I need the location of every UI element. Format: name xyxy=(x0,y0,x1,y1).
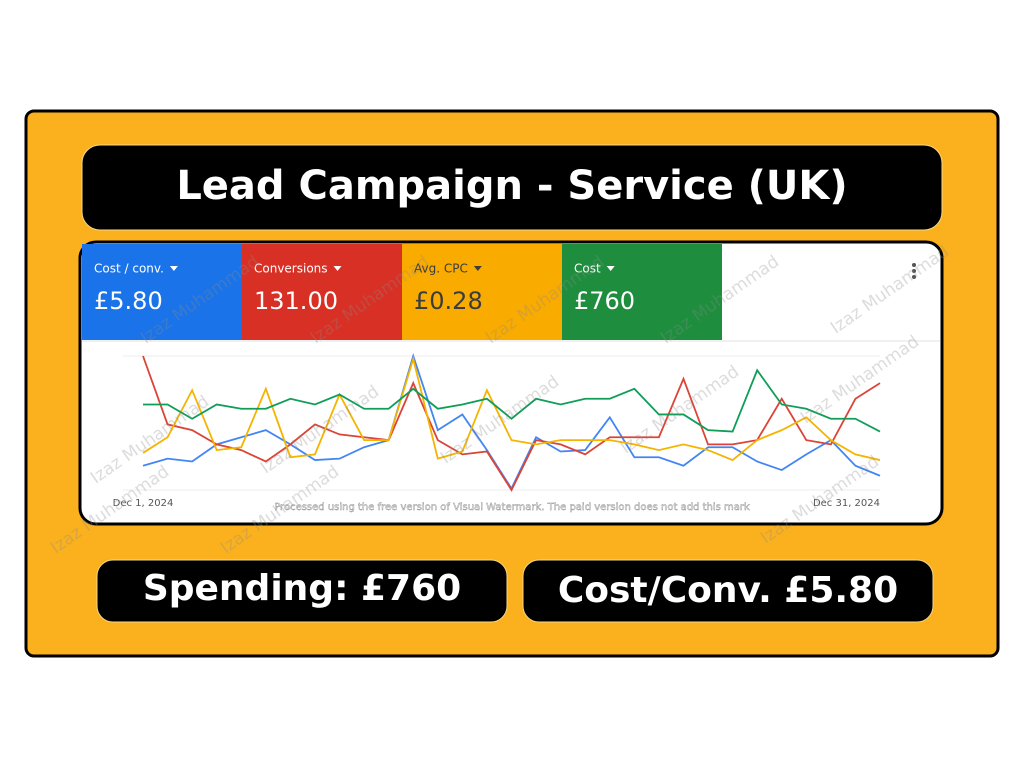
metric-value: £760 xyxy=(574,287,635,315)
metric-card xyxy=(562,244,722,340)
metric-card xyxy=(82,244,242,340)
dropdown-arrow xyxy=(606,266,615,271)
metric-label: Avg. CPC xyxy=(414,262,468,276)
summary-text: Spending: £760 xyxy=(143,568,461,609)
summary-pill xyxy=(96,559,508,623)
metric-card xyxy=(242,244,402,340)
metric-value: £0.28 xyxy=(414,287,483,315)
summary-pill xyxy=(522,559,934,623)
metric-card xyxy=(402,244,562,340)
metric-value: £5.80 xyxy=(94,287,163,315)
x-tick-label: Dec 1, 2024 xyxy=(113,498,174,509)
title-pill xyxy=(81,144,943,231)
series-line xyxy=(143,368,881,433)
series-line xyxy=(142,355,881,462)
notice: Processed using the free version of Visu… xyxy=(274,502,750,513)
menu-dots xyxy=(912,263,916,279)
title: Lead Campaign - Service (UK) xyxy=(176,163,847,209)
summary-text: Cost/Conv. £5.80 xyxy=(558,570,898,611)
x-tick-label: Dec 31, 2024 xyxy=(813,498,880,509)
metric-value: 131.00 xyxy=(254,287,338,315)
dropdown-arrow xyxy=(169,266,178,271)
metric-label: Cost xyxy=(574,262,601,276)
dropdown-arrow xyxy=(473,266,482,271)
metric-label: Conversions xyxy=(254,262,328,276)
metric-label: Cost / conv. xyxy=(94,262,164,276)
dropdown-arrow xyxy=(333,266,342,271)
